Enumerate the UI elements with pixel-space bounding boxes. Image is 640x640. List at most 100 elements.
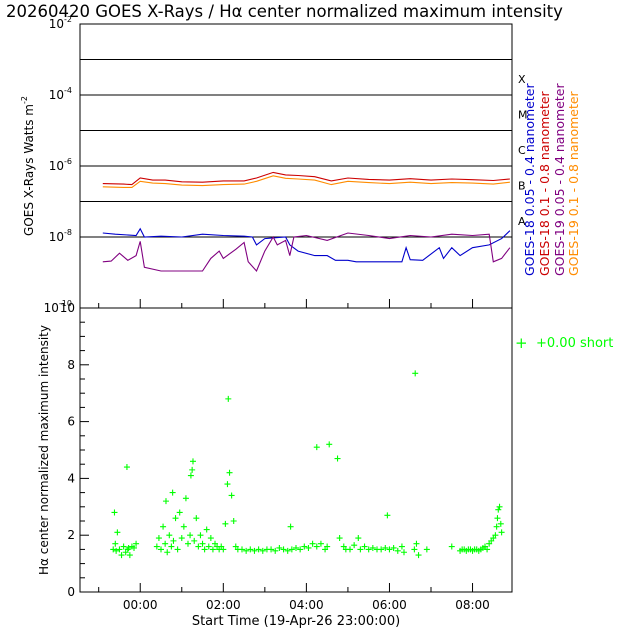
halpha-point <box>497 520 504 527</box>
halpha-point <box>386 546 393 553</box>
halpha-point <box>160 523 167 530</box>
halpha-point <box>112 540 119 547</box>
x-tick-label: 00:00 <box>123 598 158 612</box>
flare-class-label: B <box>518 180 526 193</box>
goes-ylabel: GOES X-Rays Watts m-2 <box>20 96 36 236</box>
halpha-point <box>239 546 245 553</box>
halpha-point <box>110 546 117 553</box>
halpha-point <box>495 506 502 513</box>
halpha-point <box>164 549 171 556</box>
halpha-point <box>185 540 191 547</box>
halpha-point <box>305 544 312 551</box>
halpha-point <box>222 520 229 527</box>
x-axis-label: Start Time (19-Apr-26 23:00:00) <box>192 614 400 629</box>
halpha-point <box>498 529 505 536</box>
halpha-point <box>187 472 194 479</box>
halpha-point <box>120 543 127 550</box>
halpha-point <box>126 552 133 559</box>
halpha-point <box>197 532 204 539</box>
halpha-point <box>347 546 353 553</box>
x-tick-label: 02:00 <box>206 598 241 612</box>
halpha-point <box>247 546 254 553</box>
halpha-point <box>413 540 420 547</box>
goes-y-tick-label: 10-4 <box>49 86 72 102</box>
flare-class-label: X <box>518 73 526 86</box>
halpha-point <box>180 523 187 530</box>
x-tick-label: 08:00 <box>455 598 490 612</box>
flare-class-label: A <box>518 215 526 228</box>
halpha-point <box>382 544 389 551</box>
halpha-point <box>268 546 275 553</box>
halpha-ylabel: Hα center normalized maximum intensity <box>37 325 51 575</box>
halpha-point <box>176 509 183 516</box>
halpha-point <box>169 489 176 496</box>
halpha-point <box>313 543 320 550</box>
halpha-point <box>187 532 194 539</box>
halpha-point <box>259 547 266 554</box>
halpha-point <box>384 512 391 519</box>
halpha-point <box>230 518 237 524</box>
series-legend-entry: GOES-18 0.1 - 0.8 nanometer <box>537 90 552 276</box>
halpha-legend-text: +0.00 short <box>536 336 613 351</box>
halpha-point <box>390 544 397 551</box>
halpha-point <box>272 547 279 554</box>
halpha-point <box>288 546 295 553</box>
halpha-point <box>133 540 140 547</box>
goes-y-tick-label: 10-8 <box>49 228 72 244</box>
halpha-point <box>276 544 283 551</box>
x-tick-label: 06:00 <box>372 598 407 612</box>
halpha-point <box>113 547 120 554</box>
goes-series-line-1 <box>102 227 511 263</box>
flare-class-label: M <box>518 109 528 122</box>
halpha-point <box>336 535 343 542</box>
goes-y-tick-label: 10-10 <box>44 299 72 315</box>
halpha-point <box>317 540 324 547</box>
series-legend-entry: GOES-18 0.05 - 0.4 nanometer <box>522 83 537 277</box>
halpha-point <box>124 546 131 553</box>
halpha-point <box>398 543 405 550</box>
halpha-point <box>492 532 499 539</box>
halpha-point <box>158 546 164 553</box>
halpha-y-tick-label: 0 <box>67 585 75 599</box>
halpha-point <box>309 540 316 547</box>
halpha-point <box>293 544 299 551</box>
halpha-y-tick-label: 4 <box>67 471 75 485</box>
halpha-point <box>170 537 177 544</box>
halpha-point <box>365 546 372 553</box>
halpha-point <box>166 532 173 539</box>
halpha-point <box>162 540 169 547</box>
halpha-point <box>351 542 358 549</box>
halpha-point <box>411 546 418 553</box>
halpha-point <box>313 444 320 451</box>
halpha-point <box>114 529 121 536</box>
goes-series-line-2 <box>102 171 510 186</box>
halpha-point <box>226 469 233 476</box>
halpha-point <box>493 523 500 530</box>
halpha-point <box>172 515 179 522</box>
halpha-point <box>189 458 196 465</box>
halpha-point <box>255 546 262 553</box>
goes-series-line-4 <box>102 175 510 188</box>
halpha-point <box>191 537 198 544</box>
halpha-point <box>287 523 294 530</box>
halpha-point <box>118 552 125 559</box>
series-legend-entry: GOES-19 0.1 - 0.8 nanometer <box>566 90 581 276</box>
halpha-point <box>448 543 455 550</box>
halpha-point <box>178 535 185 542</box>
halpha-point <box>326 441 333 448</box>
halpha-y-tick-label: 2 <box>67 528 75 542</box>
halpha-point <box>225 395 232 402</box>
halpha-point <box>355 535 362 542</box>
halpha-point <box>301 543 308 550</box>
goes-y-tick-label: 10-2 <box>49 15 72 31</box>
halpha-point <box>174 546 181 553</box>
goes-y-tick-label: 10-6 <box>49 157 72 173</box>
halpha-point <box>378 546 385 553</box>
halpha-point <box>125 544 132 551</box>
halpha-point <box>484 546 491 553</box>
halpha-point <box>494 515 501 522</box>
halpha-point <box>357 546 364 553</box>
halpha-point <box>280 546 287 553</box>
halpha-point <box>182 495 189 502</box>
halpha-point <box>199 540 206 547</box>
